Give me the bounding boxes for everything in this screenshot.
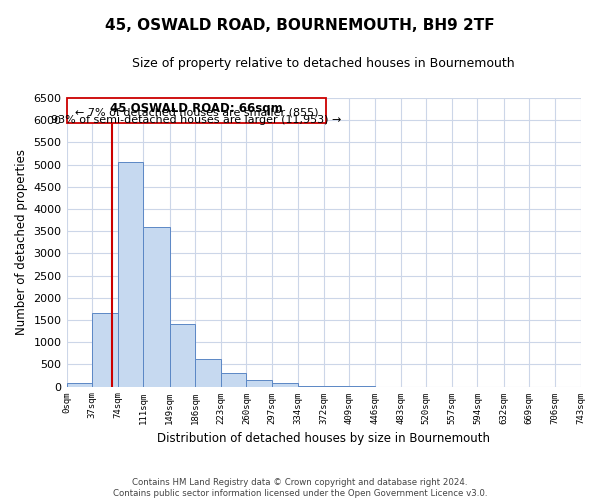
FancyBboxPatch shape bbox=[67, 98, 326, 123]
Bar bbox=[170, 324, 195, 386]
Text: 93% of semi-detached houses are larger (11,953) →: 93% of semi-detached houses are larger (… bbox=[52, 115, 342, 125]
Bar bbox=[247, 380, 272, 386]
Bar bbox=[195, 360, 221, 386]
Text: Contains HM Land Registry data © Crown copyright and database right 2024.
Contai: Contains HM Land Registry data © Crown c… bbox=[113, 478, 487, 498]
Text: 45 OSWALD ROAD: 66sqm: 45 OSWALD ROAD: 66sqm bbox=[110, 102, 283, 114]
Bar bbox=[118, 162, 143, 386]
Text: ← 7% of detached houses are smaller (855): ← 7% of detached houses are smaller (855… bbox=[75, 108, 319, 118]
Bar bbox=[67, 384, 92, 386]
X-axis label: Distribution of detached houses by size in Bournemouth: Distribution of detached houses by size … bbox=[157, 432, 490, 445]
Y-axis label: Number of detached properties: Number of detached properties bbox=[15, 150, 28, 336]
Bar bbox=[143, 227, 170, 386]
Bar bbox=[92, 314, 118, 386]
Text: 45, OSWALD ROAD, BOURNEMOUTH, BH9 2TF: 45, OSWALD ROAD, BOURNEMOUTH, BH9 2TF bbox=[105, 18, 495, 32]
Bar bbox=[221, 373, 247, 386]
Bar bbox=[272, 384, 298, 386]
Title: Size of property relative to detached houses in Bournemouth: Size of property relative to detached ho… bbox=[132, 58, 515, 70]
